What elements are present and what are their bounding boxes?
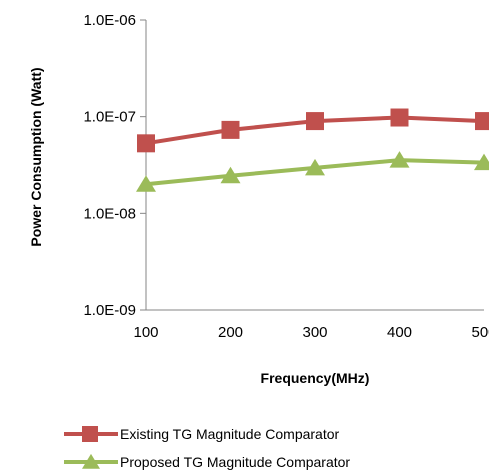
data-point-triangle <box>389 151 410 168</box>
axes <box>145 20 484 311</box>
x-axis-ticks: 100 200 300 400 500 <box>133 324 489 341</box>
data-point-triangle <box>474 153 489 171</box>
y-tick-label: 1.0E-07 <box>83 109 136 126</box>
data-point-square <box>221 120 240 139</box>
x-axis-title: Frequency(MHz) <box>261 370 370 386</box>
series-layer <box>136 108 489 192</box>
legend-label-existing: Existing TG Magnitude Comparator <box>120 426 340 442</box>
data-point-square <box>306 112 324 131</box>
legend-marker-triangle <box>82 453 100 469</box>
x-tick-label: 300 <box>302 324 327 341</box>
data-point-square <box>475 112 489 131</box>
x-tick-label: 500 <box>471 324 489 341</box>
data-point-square <box>137 134 155 153</box>
y-tick-label: 1.0E-08 <box>83 205 136 222</box>
legend-marker-square <box>82 426 98 442</box>
data-point-triangle <box>136 175 156 192</box>
x-tick-label: 200 <box>218 324 243 341</box>
y-axis-title: Power Consumption (Watt) <box>28 67 44 246</box>
data-point-triangle <box>220 166 241 184</box>
data-point-triangle <box>305 158 325 176</box>
legend-entry-proposed: Proposed TG Magnitude Comparator <box>64 453 350 470</box>
legend-label-proposed: Proposed TG Magnitude Comparator <box>120 454 350 470</box>
legend-entry-existing: Existing TG Magnitude Comparator <box>64 426 340 442</box>
x-tick-label: 100 <box>133 324 158 341</box>
x-tick-label: 400 <box>387 324 412 341</box>
data-point-square <box>390 108 409 127</box>
y-tick-label: 1.0E-06 <box>83 12 136 29</box>
series-existing <box>137 108 489 153</box>
y-axis-ticks: 1.0E-09 1.0E-08 1.0E-07 1.0E-06 <box>83 12 146 319</box>
legend: Existing TG Magnitude Comparator Propose… <box>64 426 350 470</box>
series-proposed <box>136 151 489 192</box>
y-tick-label: 1.0E-09 <box>83 302 136 319</box>
